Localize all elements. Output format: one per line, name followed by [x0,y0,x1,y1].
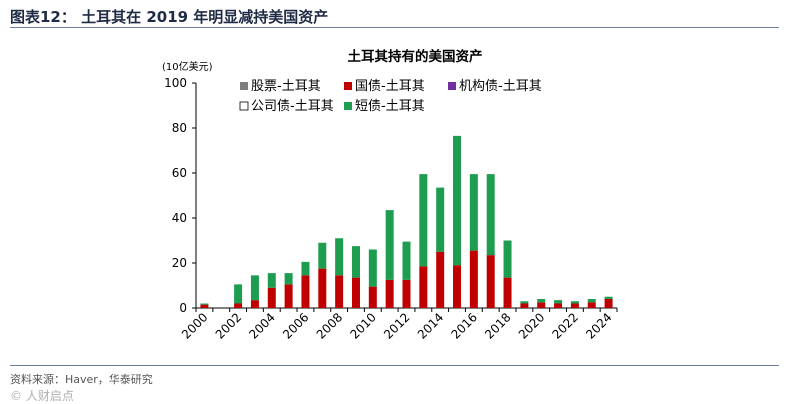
top-rule [10,27,779,28]
bar-segment [385,279,394,308]
bar-segment [351,246,360,278]
bar-segment [587,302,596,308]
bar-segment [419,174,428,267]
legend-label: 股票-土耳其 [251,79,321,94]
bar-segment [301,261,310,276]
x-tick-label: 2018 [482,310,513,341]
bar-segment [318,242,327,269]
bar-segment [301,275,310,308]
bar-segment [250,275,259,301]
bar-segment [368,249,377,287]
bar-segment [385,210,394,280]
x-tick-label: 2008 [314,310,345,341]
bar-segment [200,303,209,305]
bar-segment [234,284,243,304]
bar-segment [419,266,428,308]
legend-label: 国债-土耳其 [355,79,425,94]
x-tick-label: 2020 [516,310,547,341]
bar-segment [335,275,344,308]
bar-segment [486,255,495,308]
y-tick-label: 80 [172,121,187,135]
bar-segment [200,304,209,308]
legend-swatch [344,102,352,110]
bar-segment [554,303,563,308]
bar-segment [570,303,579,308]
bar-segment [570,301,579,304]
bar-segment [351,277,360,308]
bar-segment [402,241,411,280]
legend-swatch [344,82,352,90]
bar-segment [587,299,596,303]
bar-segment [436,251,445,308]
x-tick-label: 2006 [280,310,311,341]
y-tick-label: 40 [172,211,187,225]
source-note: 资料来源：Haver，华泰研究 [10,373,153,386]
bar-segment [284,284,293,308]
bar-segment [368,286,377,308]
x-tick-label: 2024 [583,310,614,341]
x-tick-label: 2022 [550,310,581,341]
bar-segment [554,300,563,304]
bar-segment [537,302,546,308]
y-tick-label: 0 [179,301,187,315]
legend-label: 短债-土耳其 [355,99,425,114]
bar-segment [453,265,462,308]
chart-title: 土耳其持有的美国资产 [348,48,483,65]
figure-title: 图表12： 土耳其在 2019 年明显减持美国资产 [10,8,329,26]
bar-segment [604,296,613,299]
legend-label: 机构债-土耳其 [459,79,542,94]
y-tick-label: 100 [164,76,187,90]
bar-segment [469,250,478,308]
y-tick-label: 20 [172,256,187,270]
bar-segment [503,277,512,308]
y-tick-label: 60 [172,166,187,180]
bottom-rule [10,365,779,366]
unit-label: (10亿美元) [162,60,213,73]
bar-segment [469,174,478,251]
legend-swatch [448,82,456,90]
bar-segment [503,240,512,278]
bar-segment [604,299,613,308]
bars-layer [200,135,613,308]
bar-segment [318,268,327,308]
bar-segment [486,174,495,256]
bar-segment [520,301,529,304]
bar-segment [335,238,344,276]
bar-segment [234,303,243,308]
legend-label: 公司债-土耳其 [251,99,334,114]
bar-segment [267,287,276,308]
bar-segment [402,279,411,308]
x-tick-label: 2012 [381,310,412,341]
bar-segment [250,300,259,308]
bar-segment [284,273,293,285]
bar-segment [453,135,462,266]
bar-segment [537,299,546,303]
legend-swatch [240,82,248,90]
x-tick-label: 2002 [213,310,244,341]
bar-segment [520,303,529,308]
x-tick-label: 2004 [246,310,277,341]
x-tick-label: 2014 [415,310,446,341]
x-tick-label: 2010 [347,310,378,341]
x-tick-label: 2016 [448,310,479,341]
watermark: © 人财启点 [10,389,74,403]
bar-segment [267,273,276,288]
bar-segment [436,187,445,252]
legend-swatch [239,101,249,111]
